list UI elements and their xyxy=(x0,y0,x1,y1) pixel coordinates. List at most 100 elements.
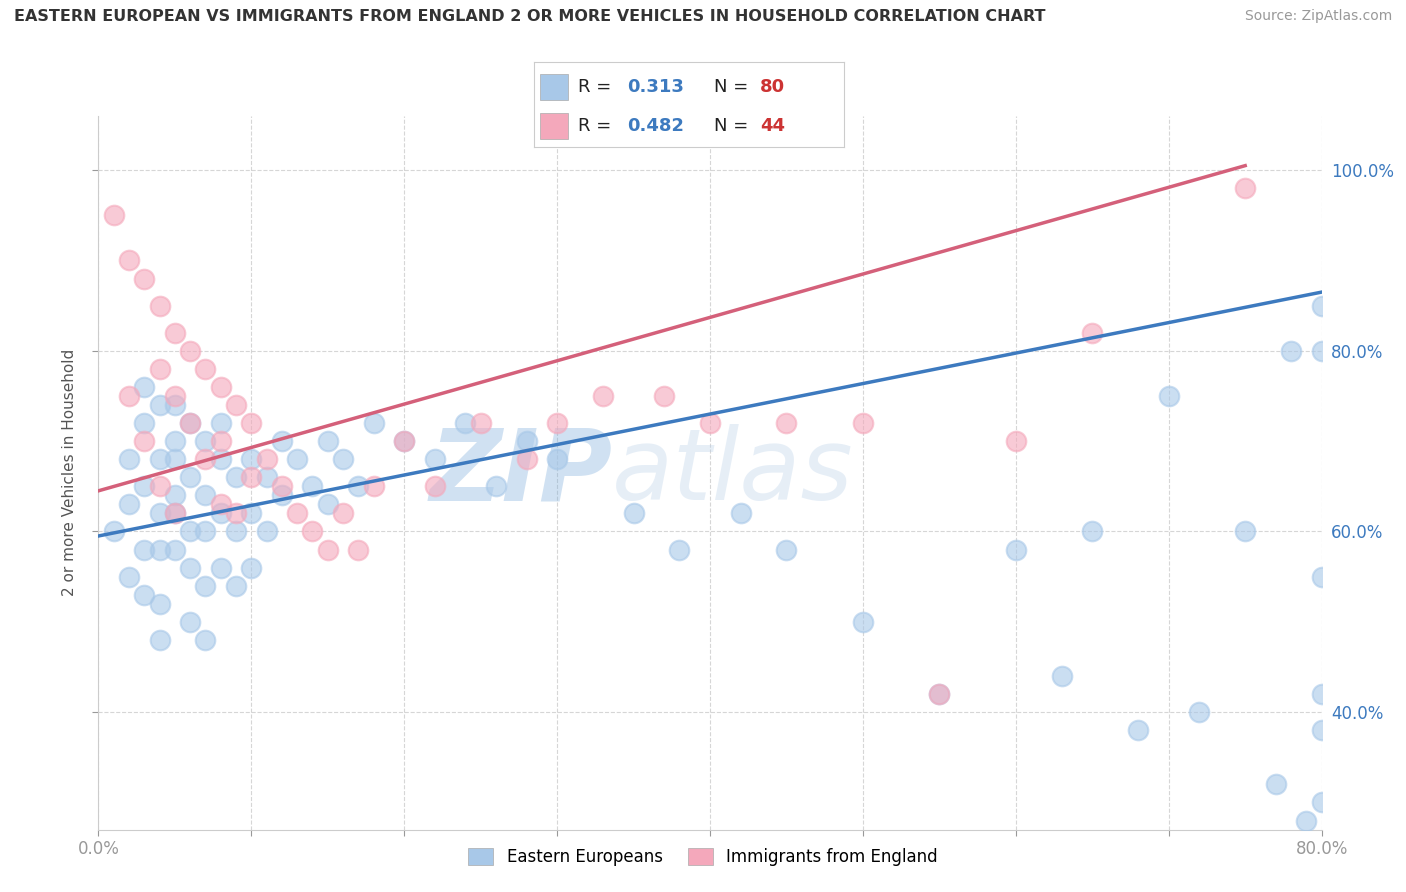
Point xyxy=(852,615,875,629)
Text: atlas: atlas xyxy=(612,425,853,521)
Point xyxy=(134,479,156,493)
Point xyxy=(209,416,232,430)
Point xyxy=(134,434,156,449)
Point xyxy=(240,470,263,484)
Point xyxy=(363,479,385,493)
Point xyxy=(775,542,797,557)
Point xyxy=(1188,705,1211,719)
Point xyxy=(149,597,172,611)
Point xyxy=(240,507,263,521)
Point xyxy=(347,542,370,557)
Point xyxy=(225,579,247,593)
Text: 0.482: 0.482 xyxy=(627,117,685,135)
Point xyxy=(149,452,172,467)
Point xyxy=(194,488,217,502)
Point xyxy=(103,524,125,539)
Point xyxy=(1050,669,1073,683)
Point xyxy=(652,389,675,403)
Point xyxy=(285,452,308,467)
Point xyxy=(225,507,247,521)
Point xyxy=(194,524,217,539)
Point xyxy=(1310,796,1333,810)
Point xyxy=(1081,524,1104,539)
Point xyxy=(194,632,217,647)
FancyBboxPatch shape xyxy=(540,113,568,139)
Point xyxy=(1128,723,1150,738)
FancyBboxPatch shape xyxy=(540,74,568,100)
Point xyxy=(316,434,339,449)
Point xyxy=(118,569,141,583)
Text: Source: ZipAtlas.com: Source: ZipAtlas.com xyxy=(1244,9,1392,23)
Text: N =: N = xyxy=(714,117,754,135)
Point xyxy=(118,389,141,403)
Point xyxy=(179,416,201,430)
Point xyxy=(485,479,508,493)
Point xyxy=(149,542,172,557)
Point xyxy=(163,326,186,340)
Point xyxy=(516,434,538,449)
Point xyxy=(179,343,201,358)
Point xyxy=(470,416,492,430)
Point xyxy=(301,524,323,539)
Point xyxy=(332,452,354,467)
Point xyxy=(730,507,752,521)
Point xyxy=(179,470,201,484)
Point xyxy=(256,524,278,539)
Point xyxy=(363,416,385,430)
Point xyxy=(928,687,950,701)
Point xyxy=(270,488,292,502)
Point xyxy=(546,452,568,467)
Text: R =: R = xyxy=(578,117,617,135)
Point xyxy=(163,452,186,467)
Point xyxy=(1004,434,1026,449)
Point xyxy=(209,560,232,574)
Point xyxy=(699,416,721,430)
Point xyxy=(347,479,370,493)
Point xyxy=(256,470,278,484)
Point xyxy=(546,416,568,430)
Point xyxy=(240,416,263,430)
Point xyxy=(134,416,156,430)
Point xyxy=(623,507,645,521)
Point xyxy=(423,479,446,493)
Point xyxy=(163,507,186,521)
Point xyxy=(1279,343,1302,358)
Text: 0.313: 0.313 xyxy=(627,78,683,96)
Point xyxy=(270,479,292,493)
Point xyxy=(240,452,263,467)
Point xyxy=(1310,723,1333,738)
Point xyxy=(270,434,292,449)
Y-axis label: 2 or more Vehicles in Household: 2 or more Vehicles in Household xyxy=(62,349,77,597)
Point xyxy=(209,434,232,449)
Text: 80: 80 xyxy=(761,78,785,96)
Point xyxy=(209,380,232,394)
Point xyxy=(1081,326,1104,340)
Point xyxy=(103,208,125,222)
Point xyxy=(118,253,141,268)
Point xyxy=(134,542,156,557)
Point xyxy=(775,416,797,430)
Point xyxy=(668,542,690,557)
Point xyxy=(332,507,354,521)
Point xyxy=(209,452,232,467)
Point xyxy=(118,497,141,511)
Point xyxy=(134,271,156,285)
Point xyxy=(194,362,217,376)
Point xyxy=(149,507,172,521)
Point xyxy=(256,452,278,467)
Point xyxy=(1310,299,1333,313)
Point xyxy=(1004,542,1026,557)
Point xyxy=(163,507,186,521)
Point xyxy=(194,579,217,593)
Point xyxy=(194,434,217,449)
Point xyxy=(194,452,217,467)
Point xyxy=(163,389,186,403)
Point xyxy=(163,398,186,412)
Point xyxy=(454,416,477,430)
Point xyxy=(149,632,172,647)
Point xyxy=(301,479,323,493)
Text: R =: R = xyxy=(578,78,617,96)
Point xyxy=(285,507,308,521)
Point xyxy=(1234,181,1257,195)
Point xyxy=(225,398,247,412)
